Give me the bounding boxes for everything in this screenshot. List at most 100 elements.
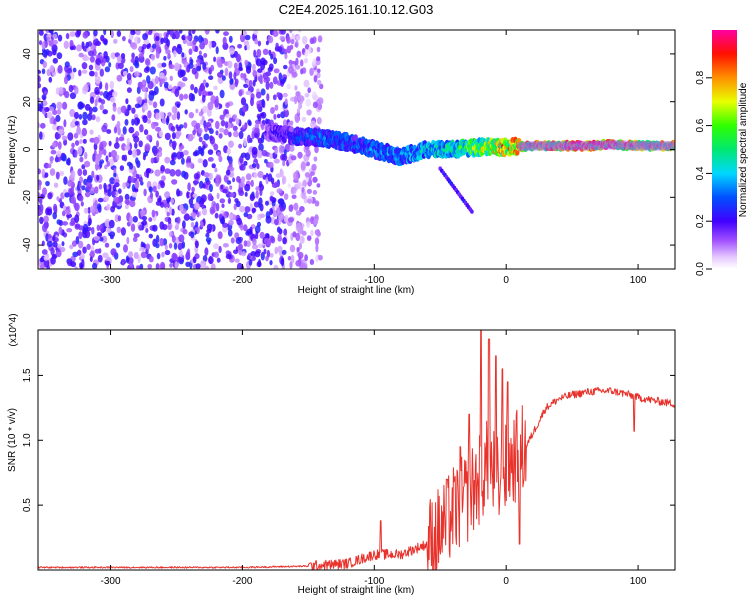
noise-cell (182, 220, 186, 229)
noise-cell (291, 194, 297, 200)
noise-cell (93, 142, 98, 151)
noise-cell (165, 49, 171, 55)
noise-cell (134, 142, 138, 149)
noise-cell (69, 221, 75, 227)
noise-cell (255, 230, 259, 240)
colorbar-gradient (712, 30, 737, 269)
noise-cell (273, 68, 280, 74)
noise-cell (233, 72, 237, 80)
noise-cell (251, 207, 256, 214)
spectrogram-x-label: Height of straight line (km) (298, 285, 415, 296)
noise-cell (280, 257, 285, 267)
spectrogram-x-tick-label: -200 (232, 275, 252, 286)
noise-cell (38, 103, 42, 112)
noise-cell (104, 218, 111, 228)
noise-cell (298, 30, 302, 33)
noise-cell (288, 217, 294, 223)
noise-cell (54, 133, 61, 140)
signal-halo-cell (550, 140, 556, 151)
noise-cell (181, 170, 187, 178)
noise-cell (114, 182, 120, 188)
signal-halo-cell (621, 140, 628, 151)
signal-halo-cell (528, 141, 535, 151)
noise-cell (133, 71, 140, 77)
noise-cell (152, 185, 157, 193)
noise-cell (38, 122, 41, 129)
noise-cell (134, 117, 140, 126)
noise-cell (260, 123, 265, 131)
noise-cell (245, 65, 252, 74)
noise-cell (167, 224, 172, 230)
signal-halo-cell (561, 140, 568, 151)
noise-cell (175, 169, 182, 177)
noise-cell (304, 48, 309, 58)
noise-cell (312, 94, 319, 101)
signal-halo-cell (652, 140, 659, 151)
noise-cell (205, 82, 209, 88)
noise-cell (171, 132, 176, 140)
noise-cell (158, 151, 163, 157)
noise-cell (310, 120, 317, 130)
noise-cell (129, 215, 133, 225)
noise-cell (224, 67, 229, 77)
noise-cell (238, 62, 243, 71)
noise-cell (235, 237, 242, 245)
noise-cell (213, 56, 217, 63)
noise-cell (221, 216, 225, 225)
noise-cell (236, 176, 241, 183)
noise-cell (142, 219, 147, 226)
noise-cell (52, 211, 57, 220)
noise-cell (46, 240, 53, 248)
signal-halo-cell (607, 139, 614, 150)
noise-cell (229, 192, 236, 198)
noise-cell (167, 112, 172, 117)
noise-cell (141, 79, 146, 86)
noise-cell (245, 90, 252, 96)
noise-cell (251, 191, 255, 198)
noise-cell (247, 119, 252, 125)
noise-cell (96, 174, 100, 181)
signal-halo-cell (585, 140, 592, 151)
noise-cell (295, 222, 302, 232)
noise-cell (244, 183, 251, 192)
signal-halo-cell (619, 140, 626, 151)
noise-cell (164, 132, 171, 141)
noise-cell (312, 101, 318, 109)
signal-halo-cell (650, 140, 657, 151)
noise-cell (146, 134, 153, 141)
noise-cell (307, 87, 312, 94)
noise-cell (205, 232, 210, 238)
signal-halo-cell (670, 140, 675, 151)
noise-cell (198, 200, 204, 208)
noise-cell (99, 141, 104, 150)
noise-cell (248, 79, 253, 89)
noise-cell (155, 200, 162, 206)
noise-cell (277, 245, 283, 253)
noise-cell (42, 187, 47, 196)
noise-cell (204, 30, 210, 35)
noise-cell (84, 160, 91, 168)
noise-cell (181, 241, 186, 249)
noise-cell (186, 250, 190, 260)
noise-cell (95, 116, 101, 123)
noise-cell (308, 46, 312, 55)
noise-cell (116, 120, 121, 129)
noise-cell (169, 30, 174, 37)
noise-cell (116, 30, 122, 37)
snr-frame (37, 329, 676, 571)
noise-cell (130, 176, 135, 183)
noise-cell (61, 153, 67, 162)
signal-cell (289, 126, 295, 133)
noise-cell (299, 242, 302, 250)
noise-cell (155, 190, 159, 198)
noise-cell (68, 188, 73, 196)
noise-cell (235, 200, 241, 208)
noise-cell (129, 66, 134, 73)
noise-cell (176, 43, 182, 49)
noise-cell (220, 119, 226, 127)
noise-cell (52, 109, 58, 116)
noise-cell (219, 127, 225, 133)
noise-cell (112, 90, 118, 98)
noise-cell (169, 263, 173, 268)
